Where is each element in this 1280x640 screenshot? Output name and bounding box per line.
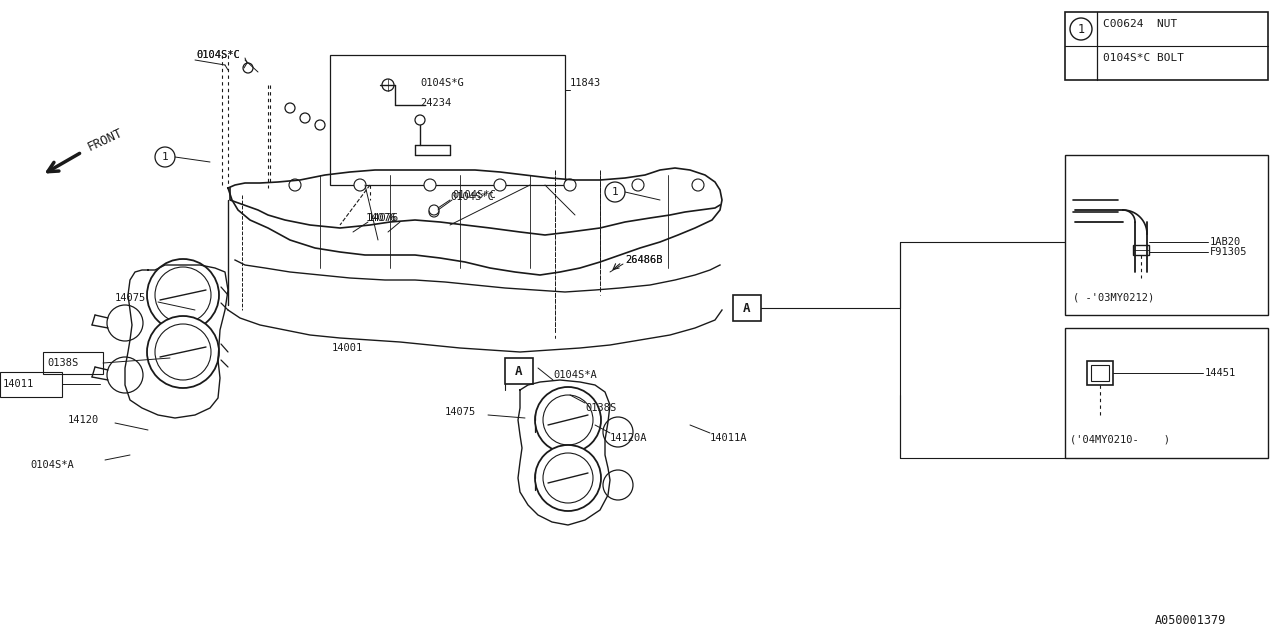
Circle shape bbox=[243, 63, 253, 73]
Text: FRONT: FRONT bbox=[86, 126, 124, 154]
Bar bbox=[1065, 328, 1268, 458]
Text: 0104S*G: 0104S*G bbox=[420, 78, 463, 88]
Text: 0104S*C: 0104S*C bbox=[196, 50, 239, 60]
Bar bbox=[44, 352, 102, 374]
Ellipse shape bbox=[543, 395, 593, 445]
Text: 26486B: 26486B bbox=[625, 255, 663, 265]
Text: 14011A: 14011A bbox=[710, 433, 748, 443]
Bar bbox=[733, 295, 762, 321]
Bar bbox=[1133, 245, 1149, 255]
Circle shape bbox=[108, 305, 143, 341]
Text: 0138S: 0138S bbox=[47, 358, 78, 368]
Text: 24234: 24234 bbox=[420, 98, 452, 108]
Bar bbox=[330, 55, 564, 185]
Circle shape bbox=[429, 205, 439, 215]
Circle shape bbox=[605, 182, 625, 202]
Text: 14076: 14076 bbox=[366, 213, 397, 223]
Text: 0104S*C: 0104S*C bbox=[196, 50, 239, 60]
Circle shape bbox=[424, 179, 436, 191]
Circle shape bbox=[381, 79, 394, 91]
Ellipse shape bbox=[147, 316, 219, 388]
Text: 0104S*A: 0104S*A bbox=[553, 370, 596, 380]
Text: A: A bbox=[744, 301, 751, 314]
Text: 0104S*C: 0104S*C bbox=[452, 190, 495, 200]
Text: 0104S*C BOLT: 0104S*C BOLT bbox=[1103, 53, 1184, 63]
Circle shape bbox=[315, 120, 325, 130]
Text: 14011: 14011 bbox=[3, 379, 35, 389]
Circle shape bbox=[632, 179, 644, 191]
Circle shape bbox=[603, 417, 634, 447]
Ellipse shape bbox=[147, 259, 219, 331]
Bar bbox=[1087, 361, 1114, 385]
Bar bbox=[1065, 155, 1268, 315]
Circle shape bbox=[415, 115, 425, 125]
Ellipse shape bbox=[155, 324, 211, 380]
Text: 26486B: 26486B bbox=[625, 255, 663, 265]
Text: 0138S: 0138S bbox=[585, 403, 616, 413]
Text: C00624  NUT: C00624 NUT bbox=[1103, 19, 1178, 29]
Circle shape bbox=[1070, 18, 1092, 40]
Text: 1: 1 bbox=[161, 152, 169, 162]
Bar bbox=[0, 372, 61, 397]
Circle shape bbox=[300, 113, 310, 123]
Ellipse shape bbox=[155, 267, 211, 323]
Ellipse shape bbox=[535, 445, 602, 511]
Circle shape bbox=[108, 357, 143, 393]
Text: 14075: 14075 bbox=[115, 293, 146, 303]
Text: 14451: 14451 bbox=[1204, 368, 1236, 378]
Text: 14076: 14076 bbox=[369, 213, 399, 223]
Bar bbox=[1065, 12, 1268, 80]
Circle shape bbox=[355, 179, 366, 191]
Text: 14001: 14001 bbox=[332, 343, 364, 353]
Text: ('04MY0210-    ): ('04MY0210- ) bbox=[1070, 435, 1170, 445]
Ellipse shape bbox=[543, 453, 593, 503]
Text: ( -'03MY0212): ( -'03MY0212) bbox=[1073, 292, 1155, 302]
Ellipse shape bbox=[535, 387, 602, 453]
Circle shape bbox=[564, 179, 576, 191]
Circle shape bbox=[429, 207, 439, 217]
Text: 14075: 14075 bbox=[445, 407, 476, 417]
Bar bbox=[1091, 365, 1108, 381]
Text: 11843: 11843 bbox=[570, 78, 602, 88]
Text: 0104S*A: 0104S*A bbox=[29, 460, 74, 470]
Circle shape bbox=[285, 103, 294, 113]
Text: 1: 1 bbox=[612, 187, 618, 197]
Text: A: A bbox=[516, 365, 522, 378]
Circle shape bbox=[692, 179, 704, 191]
Circle shape bbox=[155, 147, 175, 167]
Bar bbox=[506, 358, 532, 384]
Circle shape bbox=[289, 179, 301, 191]
Text: 14120A: 14120A bbox=[611, 433, 648, 443]
Text: A050001379: A050001379 bbox=[1155, 614, 1226, 627]
Circle shape bbox=[494, 179, 506, 191]
Text: 1AB20: 1AB20 bbox=[1210, 237, 1242, 247]
Circle shape bbox=[603, 470, 634, 500]
Text: F91305: F91305 bbox=[1210, 247, 1248, 257]
Text: 0104S*C: 0104S*C bbox=[451, 192, 494, 202]
Text: 1: 1 bbox=[1078, 22, 1084, 35]
Text: 14120: 14120 bbox=[68, 415, 100, 425]
